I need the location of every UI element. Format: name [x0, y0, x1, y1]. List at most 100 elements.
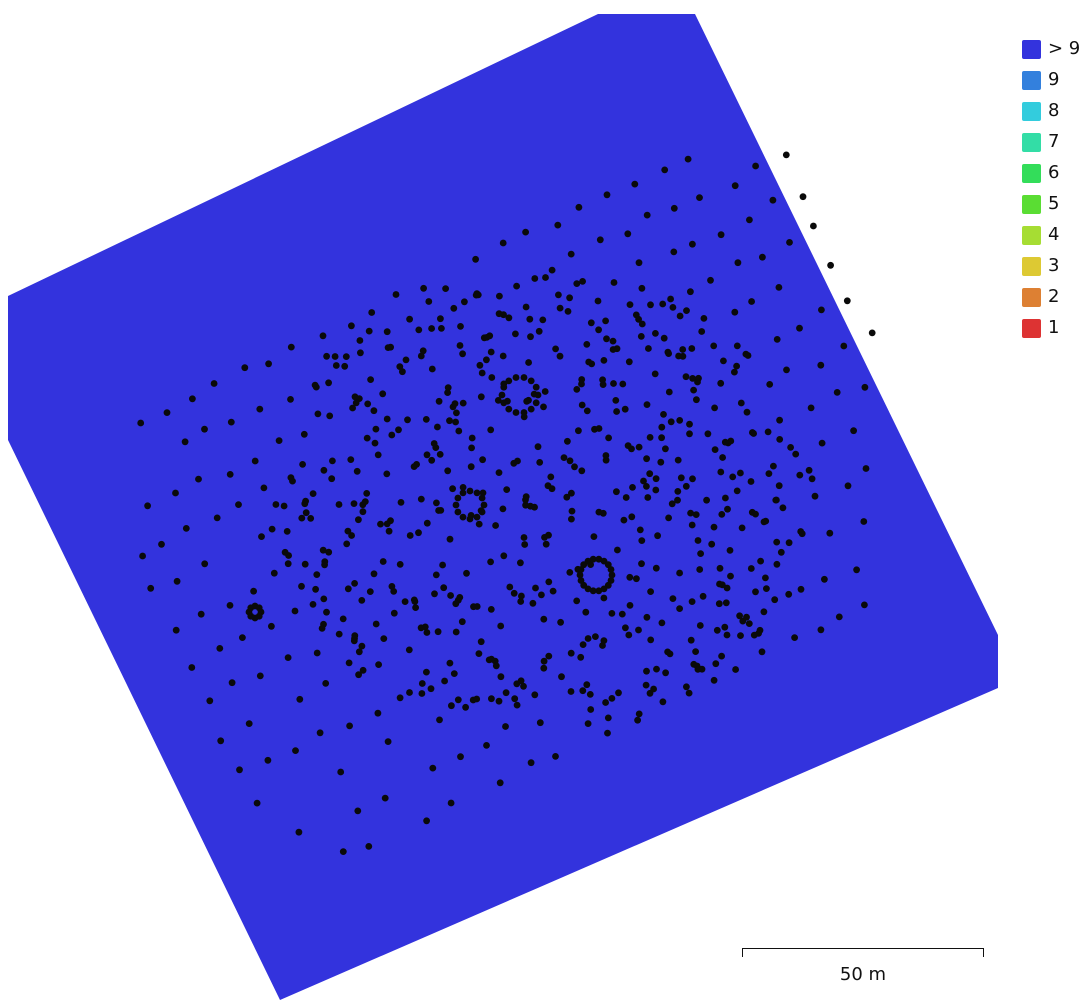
camera-position [535, 392, 542, 399]
camera-position [629, 484, 636, 491]
camera-position [364, 435, 371, 442]
camera-position [499, 392, 506, 399]
camera-position [423, 669, 430, 676]
camera-position [441, 678, 448, 685]
camera-position [535, 443, 542, 450]
camera-position [288, 344, 295, 351]
camera-position [752, 588, 759, 595]
camera-position [745, 352, 752, 359]
camera-position [531, 504, 538, 511]
camera-position [718, 511, 725, 518]
camera-position [727, 547, 734, 554]
camera-position [711, 524, 718, 531]
camera-position [500, 506, 507, 513]
camera-position [660, 411, 667, 418]
camera-position [503, 689, 510, 696]
camera-position [627, 602, 634, 609]
camera-position [652, 487, 659, 494]
legend-swatch [1022, 133, 1041, 152]
camera-position [542, 388, 549, 395]
camera-position [600, 510, 607, 517]
camera-position [407, 532, 414, 539]
camera-position [869, 330, 876, 337]
camera-position [610, 380, 617, 387]
camera-position [615, 689, 622, 696]
camera-position [384, 521, 391, 528]
camera-position [716, 600, 723, 607]
legend-label: 6 [1048, 162, 1059, 184]
camera-position [587, 706, 594, 713]
camera-position [612, 397, 619, 404]
camera-position [705, 430, 712, 437]
camera-position [188, 664, 195, 671]
camera-position [707, 277, 714, 284]
camera-position [763, 585, 770, 592]
camera-position [638, 560, 645, 567]
camera-position [809, 475, 816, 482]
camera-position [660, 698, 667, 705]
camera-position [355, 516, 362, 523]
camera-position [437, 315, 444, 322]
legend-swatch [1022, 226, 1041, 245]
camera-position [328, 475, 335, 482]
camera-position [357, 349, 364, 356]
camera-position [214, 515, 221, 522]
camera-position [467, 488, 474, 495]
camera-position [216, 645, 223, 652]
camera-position [683, 683, 690, 690]
camera-position [336, 631, 343, 638]
camera-position [583, 341, 590, 348]
camera-position [343, 353, 350, 360]
legend-swatch [1022, 319, 1041, 338]
camera-position [722, 439, 729, 446]
camera-position [566, 294, 573, 301]
camera-position [605, 715, 612, 722]
camera-position [455, 428, 462, 435]
camera-position [643, 455, 650, 462]
camera-position [315, 411, 322, 418]
camera-position [710, 343, 717, 350]
scale-tick [983, 948, 984, 957]
camera-position [732, 182, 739, 189]
camera-position [364, 401, 371, 408]
camera-position [469, 435, 476, 442]
camera-position [721, 624, 728, 631]
camera-position [438, 325, 445, 332]
camera-position [634, 717, 641, 724]
camera-position [639, 321, 646, 328]
camera-position [610, 346, 617, 353]
camera-position [688, 637, 695, 644]
camera-position [625, 442, 632, 449]
camera-position [783, 152, 790, 159]
camera-position [759, 648, 766, 655]
camera-position [717, 380, 724, 387]
camera-position [463, 570, 470, 577]
camera-position [380, 558, 387, 565]
camera-position [360, 508, 367, 515]
camera-position [285, 560, 292, 567]
camera-position [762, 575, 769, 582]
camera-position [444, 389, 451, 396]
camera-position [479, 509, 486, 516]
camera-position [411, 597, 418, 604]
camera-position [686, 430, 693, 437]
camera-position [667, 651, 674, 658]
camera-position [389, 583, 396, 590]
camera-position [578, 381, 585, 388]
camera-position [540, 616, 547, 623]
camera-position [388, 432, 395, 439]
camera-position [845, 482, 852, 489]
camera-position [675, 457, 682, 464]
camera-position [662, 445, 669, 452]
camera-position [806, 467, 813, 474]
camera-position [827, 262, 834, 269]
camera-position [557, 353, 564, 360]
camera-position [736, 612, 743, 619]
camera-position [256, 406, 263, 413]
camera-position [752, 511, 759, 518]
camera-position [436, 398, 443, 405]
camera-position [340, 848, 347, 855]
camera-position [601, 595, 608, 602]
camera-position [475, 292, 482, 299]
camera-position [398, 499, 405, 506]
